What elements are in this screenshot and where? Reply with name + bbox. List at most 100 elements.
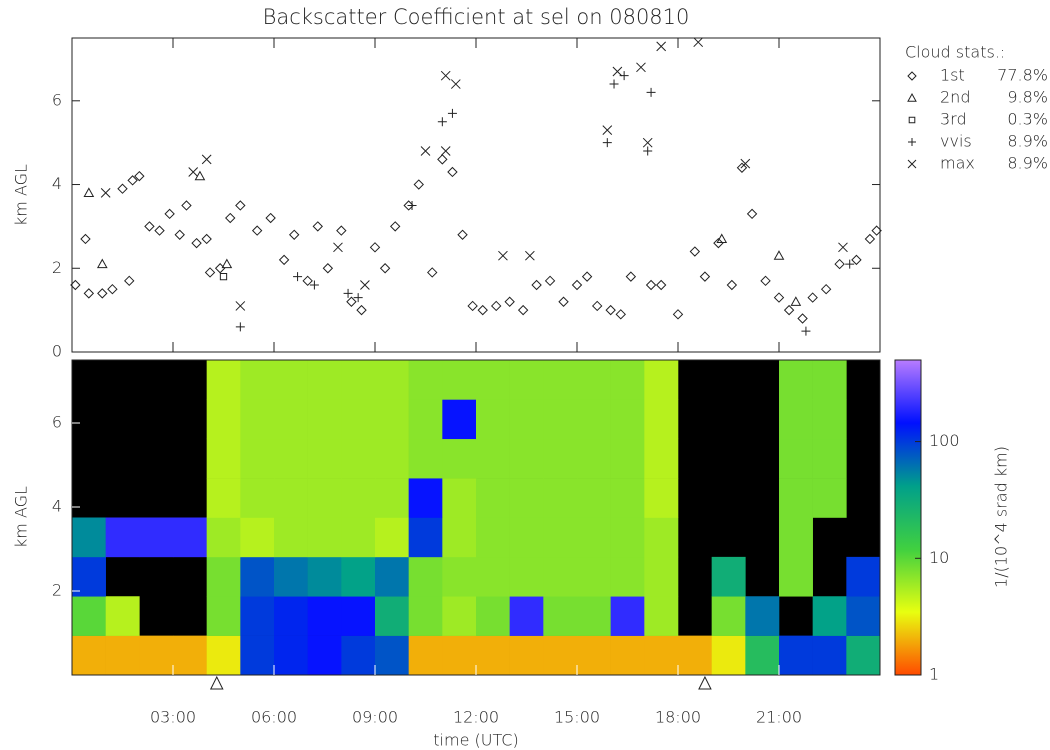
cloud-point <box>602 125 613 135</box>
cloud-point <box>80 233 91 245</box>
heatmap-cell <box>341 517 376 558</box>
heatmap-cell <box>779 399 813 440</box>
cloud-point <box>591 300 603 312</box>
heatmap-cell <box>476 635 510 676</box>
colorbar-label: 1/(10^4 srad km) <box>992 446 1011 588</box>
heatmap-cell <box>375 556 409 597</box>
heatmap-cell <box>812 360 847 400</box>
cloud-point <box>333 242 343 253</box>
heatmap-cell <box>476 556 510 597</box>
heatmap-cell <box>307 635 342 676</box>
cloud-point <box>655 279 667 291</box>
heatmap-cell <box>408 635 443 676</box>
x-axis-label: time (UTC) <box>433 731 518 750</box>
heatmap-cell <box>779 556 813 597</box>
heatmap-cell <box>307 517 342 558</box>
heatmap-cell <box>644 438 679 479</box>
heatmap-cell <box>408 360 443 400</box>
heatmap-cell <box>509 399 544 440</box>
cloud-point <box>407 200 417 210</box>
cloud-point <box>70 279 81 291</box>
cloud-point <box>288 229 300 240</box>
heatmap-cell <box>509 556 544 597</box>
heatmap-cell <box>408 556 443 597</box>
cloud-point <box>525 250 535 261</box>
heatmap-cell <box>610 360 645 400</box>
heatmap-cell <box>139 517 174 558</box>
heatmap-cell <box>476 438 510 479</box>
cloud-point <box>838 242 848 253</box>
heatmap-cell <box>240 556 275 597</box>
heatmap-cell <box>442 635 477 676</box>
cloud-point <box>343 288 353 298</box>
legend-title: Cloud stats.: <box>905 43 1005 62</box>
cloud-point <box>646 87 656 97</box>
heatmap-cell <box>577 478 611 518</box>
heatmap-cell <box>442 360 477 400</box>
heatmap-cell <box>341 635 376 676</box>
heatmap-cell <box>610 399 645 440</box>
heatmap-cell <box>543 360 578 400</box>
cloud-point <box>773 250 785 260</box>
heatmap-cell <box>745 635 780 676</box>
time-marker <box>209 675 224 690</box>
cloud-point <box>467 300 478 312</box>
heatmap-cell <box>307 556 342 597</box>
cloud-point <box>83 187 95 198</box>
cloud-point <box>797 313 808 324</box>
heatmap-cell <box>72 517 106 558</box>
heatmap-cell <box>375 596 409 636</box>
cloud-point <box>773 292 785 303</box>
cloud-point <box>740 158 751 169</box>
heatmap-cell <box>476 596 510 636</box>
cloud-point <box>235 200 246 211</box>
x-tick-label: 15:00 <box>554 708 600 727</box>
cloud-point <box>615 309 626 320</box>
heatmap-cell <box>341 478 376 518</box>
y-axis-label: km AGL <box>12 486 31 548</box>
cloud-point <box>144 221 155 232</box>
heatmap-cell <box>644 635 679 676</box>
cloud-point <box>219 272 228 281</box>
heatmap-cell <box>274 556 308 597</box>
cloud-point <box>164 208 175 220</box>
cloud-point <box>820 283 832 295</box>
heatmap-cell <box>274 438 308 479</box>
heatmap-cell <box>812 478 847 518</box>
heatmap-cell <box>846 556 881 597</box>
x-tick-label: 18:00 <box>655 708 701 727</box>
heatmap-cell <box>543 399 578 440</box>
cloud-point <box>107 283 118 295</box>
heatmap-cell <box>543 438 578 479</box>
cloud-point <box>558 296 569 307</box>
legend-label: 3rd <box>940 110 967 129</box>
legend-value: 9.8% <box>1007 88 1048 107</box>
legend-symbol <box>907 92 917 102</box>
heatmap-cell <box>307 360 342 400</box>
cloud-point <box>369 242 381 253</box>
heatmap-cell <box>408 399 443 440</box>
legend-symbol <box>907 71 917 81</box>
x-tick-label: 12:00 <box>453 708 499 727</box>
heatmap-cell <box>240 438 275 479</box>
cloud-point <box>235 322 245 332</box>
y-tick-label: 6 <box>52 413 62 432</box>
heatmap-cell <box>206 399 241 440</box>
heatmap-cell <box>644 556 679 597</box>
heatmap-cell <box>442 517 477 558</box>
heatmap-cell <box>375 517 409 558</box>
cloud-point <box>783 304 795 316</box>
cloud-point <box>413 179 424 190</box>
cloud-point <box>672 309 684 320</box>
x-tick-label: 06:00 <box>251 708 297 727</box>
heatmap-cell <box>240 360 275 400</box>
cloud-point <box>356 304 367 316</box>
y-tick-label: 2 <box>52 258 62 277</box>
heatmap-cell <box>206 478 241 518</box>
heatmap-cell <box>408 517 443 558</box>
heatmap-cell <box>812 596 847 636</box>
cloud-point <box>440 70 451 81</box>
heatmap-cell <box>240 635 275 676</box>
heatmap-cell <box>476 478 510 518</box>
